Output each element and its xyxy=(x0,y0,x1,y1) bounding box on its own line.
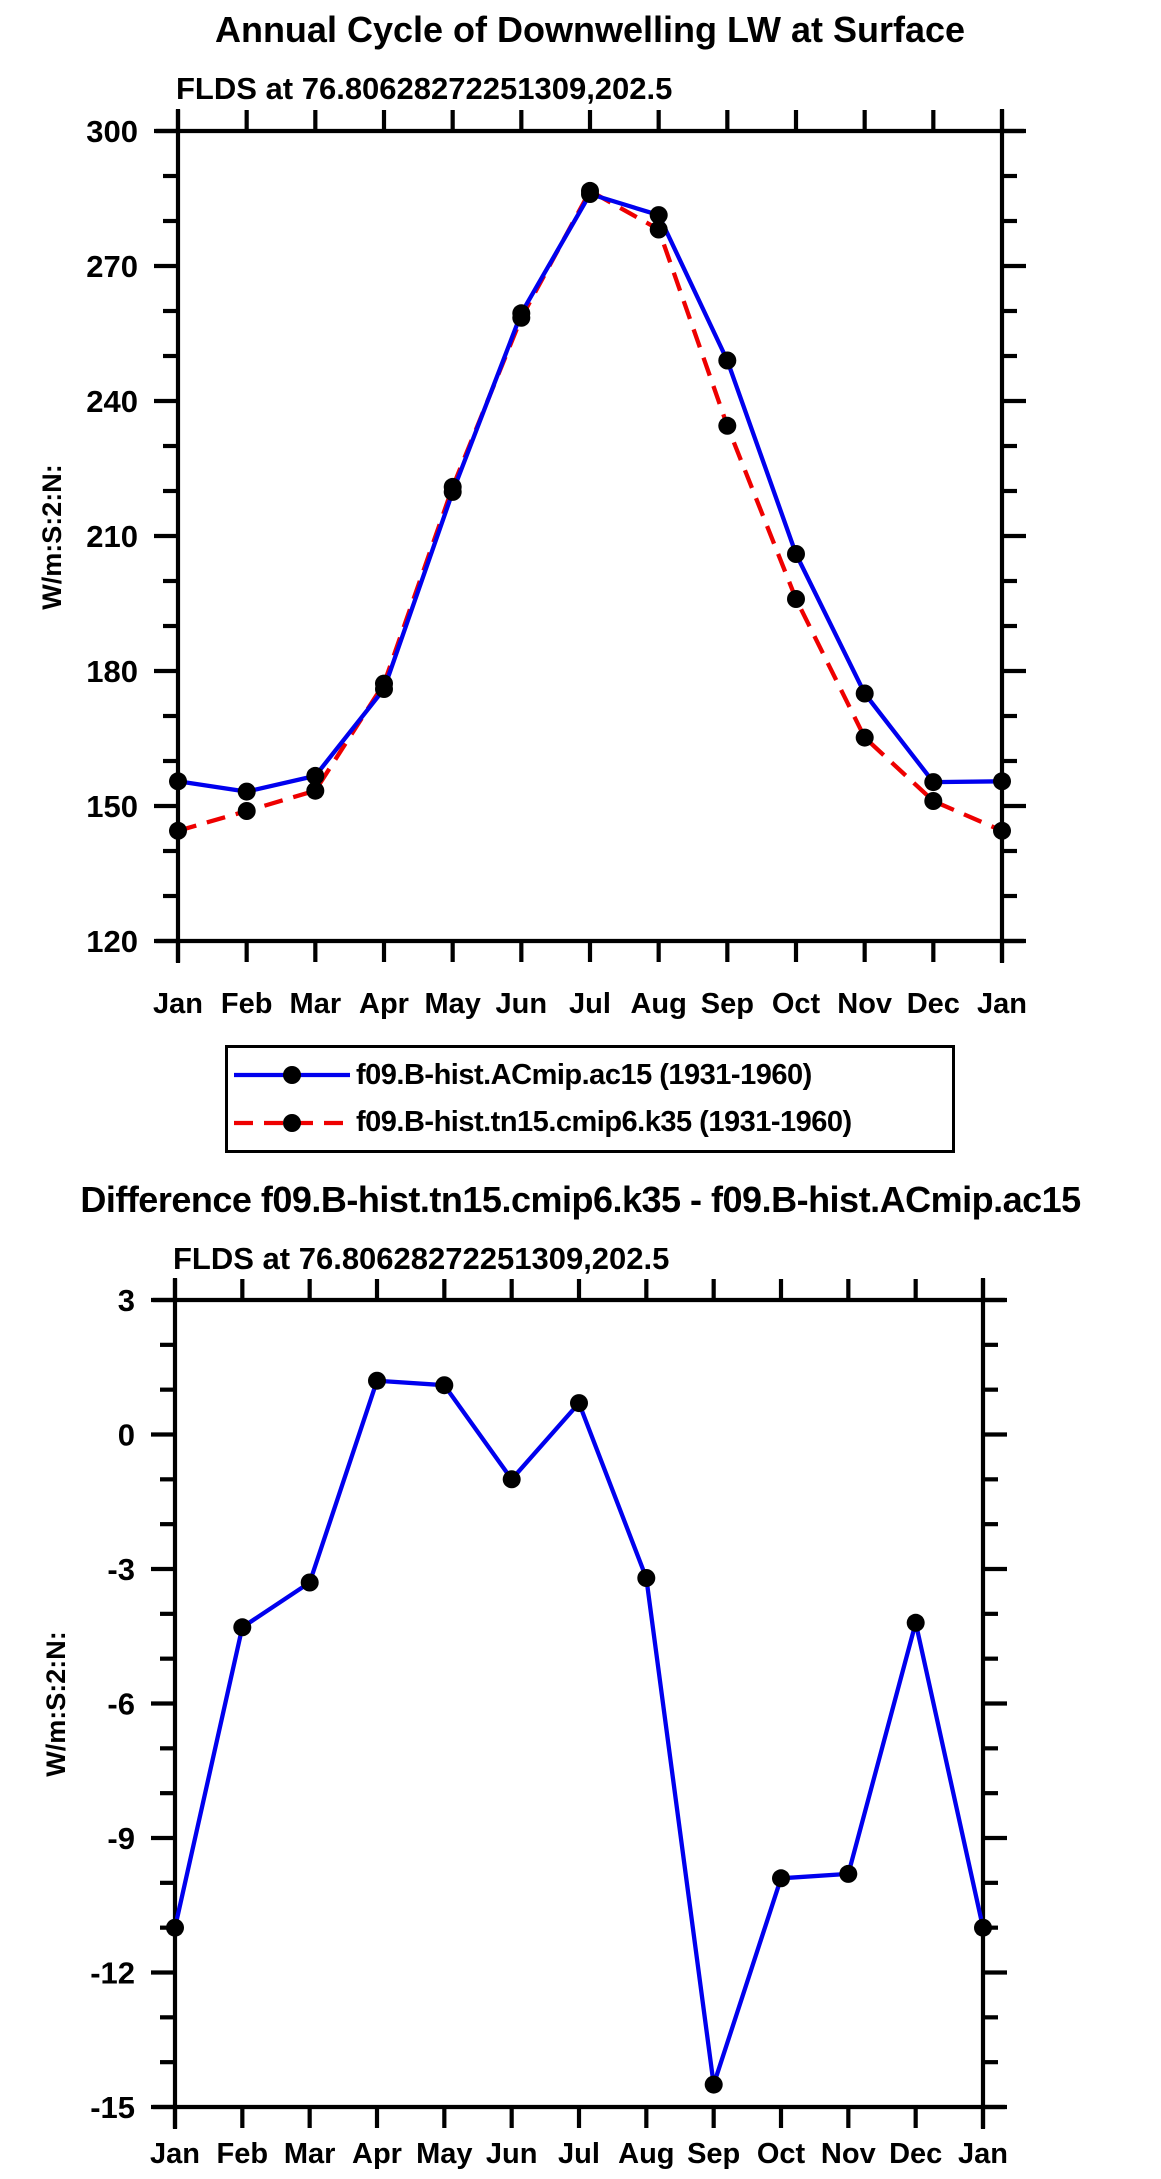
data-point-marker xyxy=(649,220,668,239)
annual-cycle-chart: 120 150 180 210 240 270 300 Jan Feb Mar Apr May Jun J… xyxy=(86,109,1027,1020)
top-chart-subtitle: FLDS at 76.80628272251309,202.5 xyxy=(176,71,673,106)
x-tick-label: Aug xyxy=(618,2138,674,2170)
data-point-marker xyxy=(581,181,599,200)
legend-line-dashed-red-icon xyxy=(234,1113,350,1132)
x-tick-label: Dec xyxy=(889,2138,942,2170)
x-tick-label: May xyxy=(424,988,480,1020)
data-point-marker xyxy=(233,1618,252,1637)
top-chart-y-axis-label: W/m:S:2:N: xyxy=(37,464,67,610)
series-line-0 xyxy=(177,191,1003,794)
x-tick-label: Aug xyxy=(630,988,686,1020)
data-point-marker xyxy=(166,1918,184,1937)
y-tick-label: 120 xyxy=(86,924,138,959)
data-point-marker xyxy=(300,1573,319,1592)
data-point-marker xyxy=(375,674,393,693)
data-point-marker xyxy=(855,728,874,747)
difference-chart-title: Difference f09.B-hist.tn15.cmip6.k35 - f… xyxy=(80,1179,1081,1220)
data-point-marker xyxy=(512,308,531,327)
x-tick-label: Feb xyxy=(217,2138,269,2170)
data-point-marker xyxy=(637,1569,656,1587)
x-tick-label: Dec xyxy=(907,988,960,1020)
y-tick-label: 270 xyxy=(86,249,138,284)
legend-entry-tn15: f09.B-hist.tn15.cmip6.k35 (1931-1960) xyxy=(230,1103,952,1143)
x-tick-label: Nov xyxy=(821,2138,876,2170)
x-tick-label: May xyxy=(416,2138,472,2170)
data-point-marker xyxy=(924,792,943,810)
legend-entry-acmip: f09.B-hist.ACmip.ac15 (1931-1960) xyxy=(230,1055,952,1095)
y-tick-label: 240 xyxy=(86,384,138,419)
x-tick-label: Sep xyxy=(701,988,754,1020)
series-line-1 xyxy=(177,188,1003,833)
y-tick-label: 0 xyxy=(118,1418,135,1453)
legend: f09.B-hist.ACmip.ac15 (1931-1960) f09.B-… xyxy=(225,1045,955,1153)
y-tick-label: 180 xyxy=(86,654,138,689)
data-point-marker xyxy=(924,773,943,792)
x-tick-label: Mar xyxy=(284,2138,336,2170)
x-tick-label: Sep xyxy=(687,2138,740,2170)
difference-chart-y-axis-label: W/m:S:2:N: xyxy=(41,1631,71,1777)
data-point-marker xyxy=(237,802,256,820)
data-point-marker xyxy=(772,1869,790,1888)
x-tick-label: Feb xyxy=(221,988,273,1020)
x-tick-label: Jan xyxy=(150,2138,200,2170)
legend-label-tn15: f09.B-hist.tn15.cmip6.k35 (1931-1960) xyxy=(356,1106,852,1139)
data-point-marker xyxy=(306,781,325,800)
data-point-marker xyxy=(368,1371,386,1390)
x-tick-label: Jan xyxy=(958,2138,1008,2170)
data-point-marker xyxy=(855,684,874,703)
data-point-marker xyxy=(704,2075,723,2094)
data-point-marker xyxy=(237,782,256,801)
x-tick-label: Jul xyxy=(569,988,611,1020)
series-line-0 xyxy=(172,1378,986,2087)
data-point-marker xyxy=(169,772,187,791)
x-tick-label: Oct xyxy=(772,988,821,1020)
y-tick-label: 300 xyxy=(86,114,138,149)
x-tick-label: Apr xyxy=(359,988,409,1020)
legend-label-acmip: f09.B-hist.ACmip.ac15 (1931-1960) xyxy=(356,1058,812,1091)
data-point-marker xyxy=(435,1376,454,1395)
difference-chart-subtitle: FLDS at 76.80628272251309,202.5 xyxy=(173,1241,670,1276)
x-tick-label: Jun xyxy=(486,2138,538,2170)
data-point-marker xyxy=(306,766,325,785)
data-point-marker xyxy=(649,206,668,225)
data-point-marker xyxy=(169,821,187,840)
x-tick-label: Jan xyxy=(977,988,1027,1020)
data-point-marker xyxy=(718,416,737,435)
y-tick-label: -3 xyxy=(107,1552,135,1587)
x-tick-label: Mar xyxy=(290,988,342,1020)
y-tick-label: 3 xyxy=(118,1283,135,1318)
data-point-marker xyxy=(787,590,805,608)
y-tick-label: -15 xyxy=(90,2090,135,2125)
y-tick-label: -12 xyxy=(90,1956,135,1991)
x-tick-label: Jan xyxy=(153,988,203,1020)
top-chart-title: Annual Cycle of Downwelling LW at Surfac… xyxy=(214,9,966,50)
data-point-marker xyxy=(443,477,462,496)
data-point-marker xyxy=(718,351,737,370)
data-point-marker xyxy=(906,1613,925,1632)
x-tick-label: Oct xyxy=(757,2138,806,2170)
data-point-marker xyxy=(502,1470,521,1489)
data-point-marker xyxy=(787,545,805,563)
data-point-marker xyxy=(993,821,1011,840)
x-tick-label: Apr xyxy=(352,2138,402,2170)
y-tick-label: 210 xyxy=(86,519,138,554)
difference-chart: -15 -12 -9 -6 -3 0 3 Jan Feb Mar Apr May Jun Jul Aug Se… xyxy=(90,1278,1008,2170)
data-point-marker xyxy=(974,1918,992,1937)
y-tick-label: -6 xyxy=(107,1687,135,1722)
x-tick-label: Jun xyxy=(496,988,548,1020)
data-point-marker xyxy=(570,1394,588,1413)
data-point-marker xyxy=(839,1864,858,1883)
y-tick-label: -9 xyxy=(107,1821,135,1856)
x-tick-label: Nov xyxy=(837,988,892,1020)
data-point-marker xyxy=(993,772,1011,791)
y-tick-label: 150 xyxy=(86,789,138,824)
legend-line-solid-blue-icon xyxy=(234,1066,350,1085)
x-tick-label: Jul xyxy=(558,2138,600,2170)
